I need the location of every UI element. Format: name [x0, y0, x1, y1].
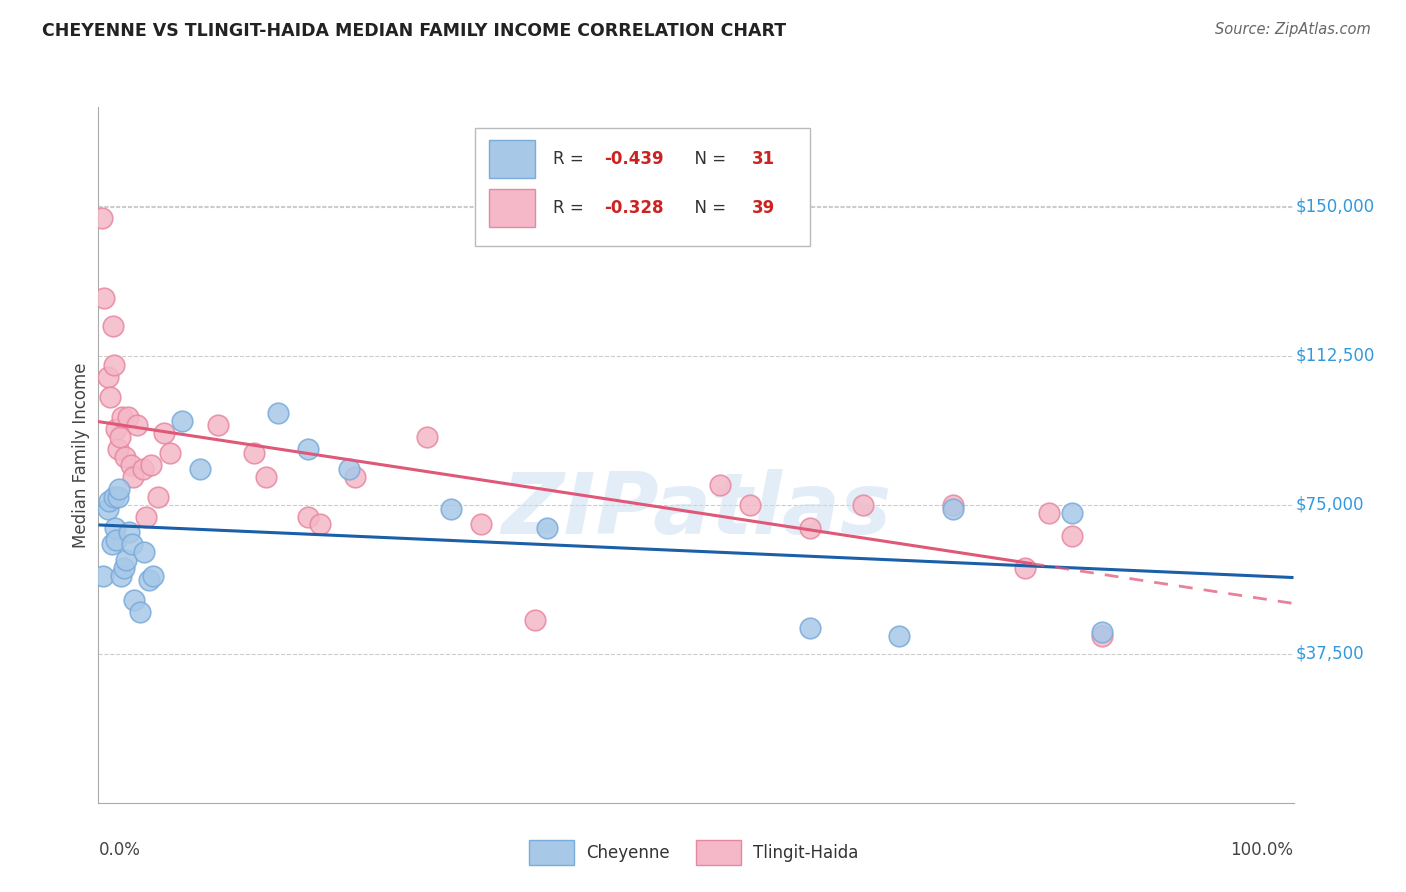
Point — [1062, 529, 1084, 543]
Y-axis label: Median Family Income: Median Family Income — [72, 362, 90, 548]
Point — [738, 498, 761, 512]
Point — [132, 545, 155, 559]
Point — [254, 470, 277, 484]
Point — [1062, 506, 1084, 520]
Point — [172, 414, 194, 428]
Point — [117, 410, 139, 425]
Point — [98, 390, 122, 404]
Point — [105, 533, 128, 548]
Text: CHEYENNE VS TLINGIT-HAIDA MEDIAN FAMILY INCOME CORRELATION CHART: CHEYENNE VS TLINGIT-HAIDA MEDIAN FAMILY … — [42, 22, 786, 40]
Point — [148, 490, 170, 504]
Point — [111, 410, 134, 425]
Text: $37,500: $37,500 — [1296, 645, 1365, 663]
Text: N =: N = — [685, 150, 731, 169]
Point — [135, 509, 157, 524]
Point — [308, 517, 330, 532]
Point — [470, 517, 492, 532]
Point — [153, 425, 176, 440]
Point — [142, 569, 165, 583]
Point — [98, 493, 121, 508]
Point — [1014, 561, 1036, 575]
FancyBboxPatch shape — [489, 189, 534, 227]
FancyBboxPatch shape — [475, 128, 810, 246]
Point — [709, 477, 731, 491]
Point — [416, 430, 439, 444]
Point — [114, 450, 136, 464]
Point — [337, 462, 360, 476]
Text: R =: R = — [553, 150, 589, 169]
Point — [122, 470, 145, 484]
Text: $150,000: $150,000 — [1296, 197, 1375, 216]
Point — [799, 621, 821, 635]
Point — [297, 509, 319, 524]
Point — [852, 498, 875, 512]
Point — [138, 573, 160, 587]
Point — [110, 569, 132, 583]
Point — [188, 462, 211, 476]
Text: ZIPatlas: ZIPatlas — [501, 469, 891, 552]
Point — [344, 470, 367, 484]
Point — [118, 525, 141, 540]
Text: Cheyenne: Cheyenne — [586, 844, 669, 862]
Point — [1038, 506, 1060, 520]
Text: 31: 31 — [752, 150, 775, 169]
Point — [207, 418, 229, 433]
Point — [115, 553, 138, 567]
Point — [107, 442, 129, 456]
FancyBboxPatch shape — [529, 840, 574, 865]
Point — [120, 458, 142, 472]
Text: -0.439: -0.439 — [605, 150, 664, 169]
Point — [107, 482, 129, 496]
Point — [297, 442, 319, 456]
Text: 0.0%: 0.0% — [98, 841, 141, 859]
Point — [101, 318, 124, 333]
Point — [889, 629, 911, 643]
Point — [942, 498, 965, 512]
Point — [91, 211, 114, 226]
Point — [243, 446, 266, 460]
Point — [100, 537, 122, 551]
Point — [131, 462, 153, 476]
Point — [799, 521, 821, 535]
Point — [121, 537, 143, 551]
Point — [125, 418, 148, 433]
Point — [104, 521, 127, 535]
Point — [112, 561, 135, 575]
Text: R =: R = — [553, 199, 589, 217]
Text: Source: ZipAtlas.com: Source: ZipAtlas.com — [1215, 22, 1371, 37]
Text: $75,000: $75,000 — [1296, 496, 1364, 514]
Point — [105, 422, 128, 436]
Point — [93, 291, 115, 305]
Point — [129, 605, 152, 619]
Point — [108, 430, 131, 444]
Point — [124, 593, 146, 607]
Text: N =: N = — [685, 199, 731, 217]
Point — [139, 458, 162, 472]
Text: 100.0%: 100.0% — [1230, 841, 1294, 859]
Text: 39: 39 — [752, 199, 775, 217]
Point — [440, 501, 463, 516]
Point — [1091, 624, 1114, 639]
Point — [91, 569, 114, 583]
Point — [159, 446, 181, 460]
Point — [103, 490, 125, 504]
Point — [523, 613, 546, 627]
Text: Tlingit-Haida: Tlingit-Haida — [754, 844, 859, 862]
Point — [103, 359, 125, 373]
Point — [107, 490, 129, 504]
FancyBboxPatch shape — [696, 840, 741, 865]
Point — [97, 370, 120, 384]
Text: $112,500: $112,500 — [1296, 346, 1375, 365]
Point — [267, 406, 290, 420]
FancyBboxPatch shape — [489, 140, 534, 178]
Point — [1091, 629, 1114, 643]
Text: -0.328: -0.328 — [605, 199, 664, 217]
Point — [536, 521, 558, 535]
Point — [942, 501, 965, 516]
Point — [97, 501, 120, 516]
